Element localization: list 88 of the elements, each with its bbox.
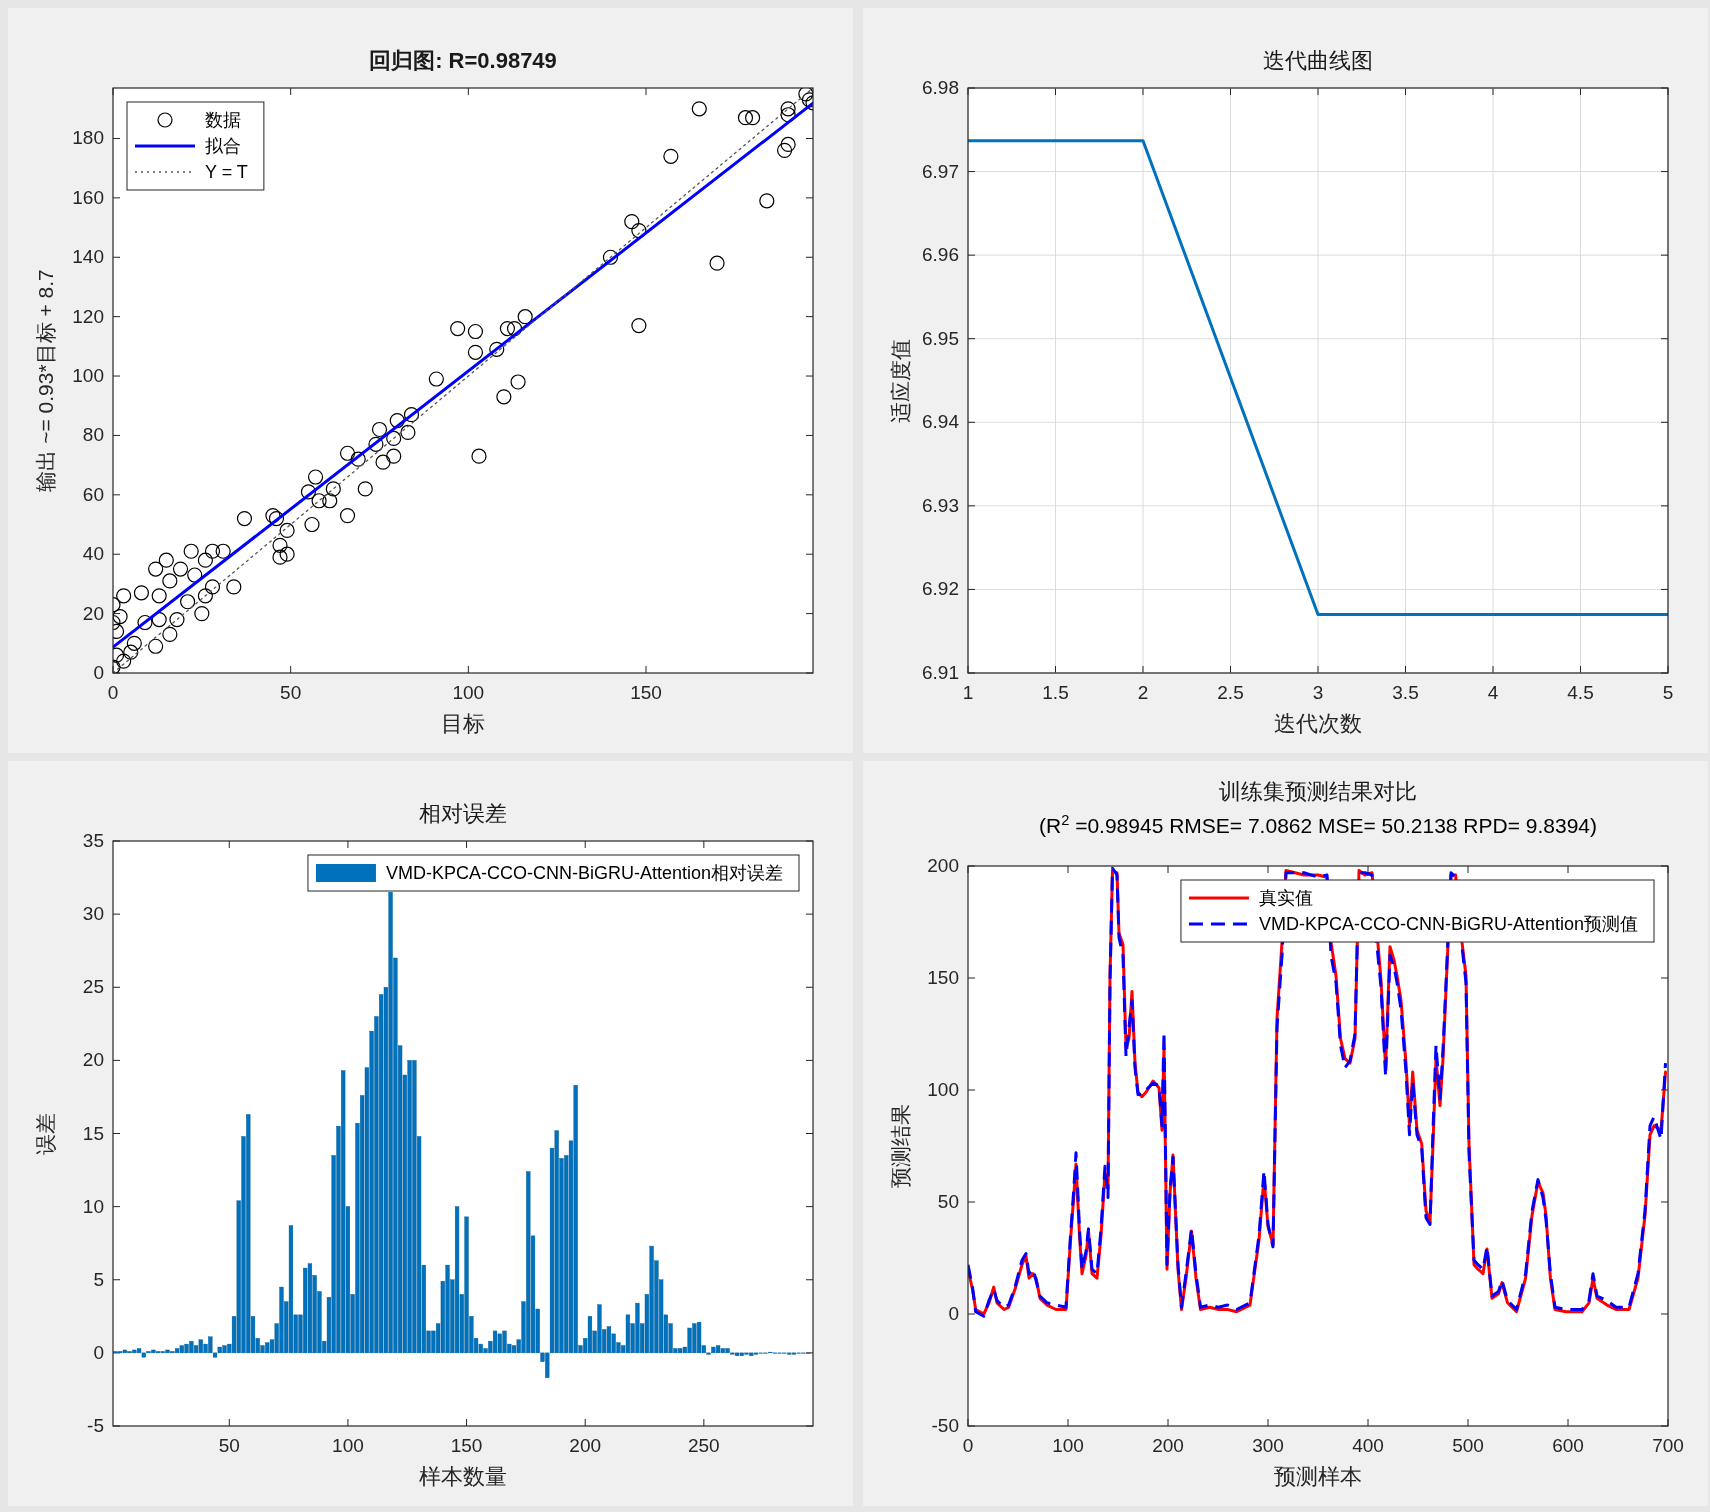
bar — [606, 1326, 612, 1354]
x-tick-label: 3 — [1312, 682, 1324, 703]
x-tick-label: 100 — [332, 1435, 364, 1456]
x-tick-label: 300 — [1252, 1435, 1284, 1456]
x-axis-title: 迭代次数 — [1274, 711, 1362, 736]
y-tick-label: 200 — [927, 855, 959, 876]
bar — [288, 1225, 294, 1354]
legend-label: VMD-KPCA-CCO-CNN-BiGRU-Attention预测值 — [1258, 914, 1638, 934]
y-tick-label: -5 — [87, 1415, 104, 1436]
y-tick-label: 0 — [93, 1341, 104, 1363]
y-tick-label: 150 — [927, 967, 959, 988]
y-tick-label: 160 — [72, 186, 104, 208]
y-tick-label: 100 — [927, 1079, 959, 1100]
bar — [587, 1316, 593, 1354]
y-tick-label: 60 — [82, 483, 104, 505]
y-tick-label: 140 — [72, 246, 104, 268]
x-axis-title: 样本数量 — [419, 1464, 507, 1489]
x-tick-label: 1.5 — [1042, 682, 1069, 703]
y-tick-label: 25 — [82, 976, 104, 998]
y-tick-label: 5 — [93, 1268, 104, 1290]
y-axis-title: 误差 — [34, 1112, 57, 1155]
legend-label: Y = T — [205, 162, 248, 182]
x-tick-label: 1 — [962, 682, 974, 703]
x-tick-label: 600 — [1552, 1435, 1584, 1456]
y-tick-label: 50 — [937, 1191, 959, 1212]
x-tick-label: 100 — [1052, 1435, 1084, 1456]
x-tick-label: 4.5 — [1567, 682, 1594, 703]
y-tick-label: 6.96 — [922, 244, 959, 266]
legend-label: 真实值 — [1258, 888, 1313, 908]
chart-title: 回归图: R=0.98749 — [369, 48, 557, 73]
bar — [454, 1206, 460, 1354]
y-axis-title: 输出 ~= 0.93*目标 + 8.7 — [34, 269, 57, 492]
y-tick-label: 40 — [82, 543, 104, 565]
x-tick-label: 0 — [962, 1435, 974, 1456]
y-tick-label: 35 — [82, 830, 104, 851]
chart-title: 训练集预测结果对比 — [1219, 779, 1417, 804]
bar — [715, 1345, 721, 1354]
x-tick-label: 50 — [218, 1435, 240, 1456]
y-tick-label: 80 — [82, 424, 104, 446]
x-tick-label: 100 — [452, 682, 485, 703]
y-tick-label: 6.97 — [922, 160, 959, 182]
x-tick-label: 4 — [1487, 682, 1499, 703]
chart-subtitle: (R$^{2}$ =0.98945 RMSE= 7.0862 MSE= 50.2138 RPD= 9.8394) — [1038, 812, 1598, 837]
x-tick-label: 700 — [1652, 1435, 1684, 1456]
y-tick-label: 6.93 — [922, 494, 959, 516]
y-tick-label: 20 — [82, 1049, 104, 1071]
y-axis-title: 预测结果 — [889, 1104, 912, 1188]
y-tick-label: 30 — [82, 903, 104, 925]
y-tick-label: 20 — [82, 602, 104, 624]
y-tick-label: 6.94 — [922, 411, 960, 433]
x-tick-label: 150 — [450, 1435, 483, 1456]
x-tick-label: 400 — [1352, 1435, 1384, 1456]
x-tick-label: 150 — [630, 682, 662, 703]
y-tick-label: 15 — [82, 1122, 104, 1144]
y-tick-label: 120 — [72, 305, 104, 327]
bar — [625, 1314, 631, 1354]
x-tick-label: 0 — [107, 682, 119, 703]
x-axis-title: 预测样本 — [1274, 1464, 1362, 1489]
chart-title: 迭代曲线图 — [1263, 48, 1373, 73]
y-tick-label: 6.92 — [922, 578, 959, 600]
y-tick-label: 6.98 — [922, 77, 959, 98]
x-tick-label: 500 — [1452, 1435, 1484, 1456]
y-tick-label: 10 — [82, 1195, 104, 1217]
x-tick-label: 3.5 — [1392, 682, 1419, 703]
legend-label: 数据 — [205, 110, 241, 130]
chart-title: 相对误差 — [419, 801, 507, 826]
bar — [492, 1330, 498, 1354]
x-tick-label: 2 — [1137, 682, 1149, 703]
x-axis-title: 目标 — [441, 711, 485, 736]
x-tick-label: 250 — [688, 1435, 720, 1456]
x-tick-label: 200 — [1152, 1435, 1184, 1456]
y-tick-label: 6.91 — [922, 662, 959, 683]
bar — [734, 1352, 740, 1356]
x-tick-label: 50 — [280, 682, 302, 703]
y-tick-label: 180 — [72, 127, 104, 149]
x-tick-label: 5 — [1662, 682, 1674, 703]
x-tick-label: 200 — [569, 1435, 602, 1456]
y-tick-label: -50 — [931, 1415, 959, 1436]
y-axis-title: 适应度值 — [889, 338, 912, 423]
y-tick-label: 0 — [93, 662, 104, 683]
x-tick-label: 2.5 — [1217, 682, 1244, 703]
bar — [174, 1348, 180, 1354]
y-tick-label: 100 — [72, 365, 104, 387]
legend-label: VMD-KPCA-CCO-CNN-BiGRU-Attention相对误差 — [385, 863, 783, 883]
y-tick-label: 6.95 — [922, 327, 959, 349]
y-tick-label: 0 — [948, 1303, 959, 1324]
legend-label: 拟合 — [205, 136, 241, 156]
bar — [307, 1263, 313, 1354]
